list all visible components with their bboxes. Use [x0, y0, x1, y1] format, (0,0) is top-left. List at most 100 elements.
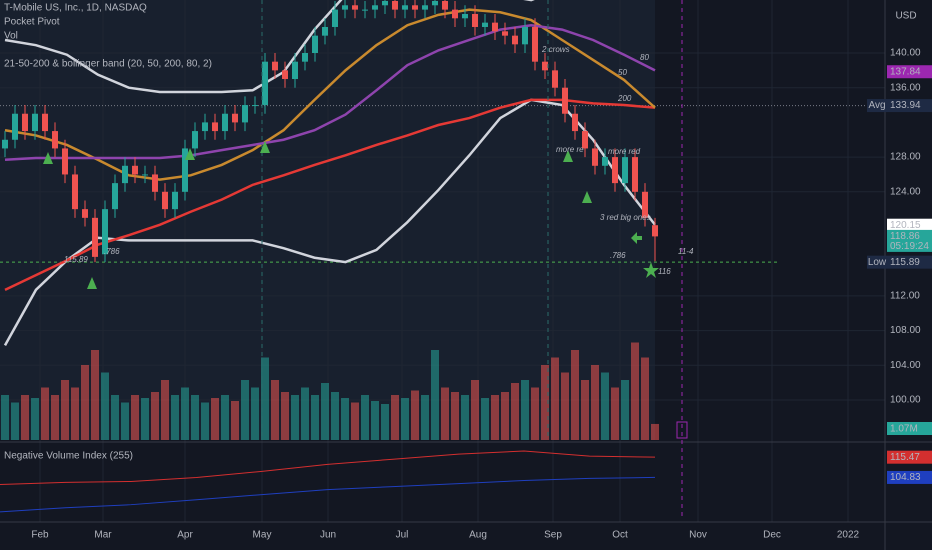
annotation: 115.89 — [64, 255, 88, 264]
candle-body — [572, 113, 578, 132]
volume-bar — [361, 395, 369, 440]
volume-bar — [351, 402, 359, 440]
volume-bar — [171, 395, 179, 440]
candle-body — [22, 113, 28, 132]
candle-body — [42, 113, 48, 132]
volume-bar — [21, 395, 29, 440]
candle-body — [52, 131, 58, 149]
volume-bar — [511, 383, 519, 440]
candle-body — [172, 191, 178, 210]
volume-bar — [431, 350, 439, 440]
annotation: more red — [608, 147, 641, 156]
volume-bar — [601, 372, 609, 440]
nvi-line — [0, 450, 656, 486]
price-badge-label: 118.86 — [890, 231, 920, 242]
price-badge — [887, 229, 932, 252]
volume-bar — [11, 402, 19, 440]
nvi-badge — [887, 470, 932, 484]
candle-body — [632, 157, 638, 192]
annotation: 50 — [618, 68, 627, 77]
y-tick-label: 100.00 — [890, 395, 921, 406]
volume-bar — [381, 404, 389, 440]
candle-body — [152, 174, 158, 192]
volume-bar — [1, 395, 9, 440]
y-tick-label: 128.00 — [890, 152, 921, 163]
candle-body — [552, 70, 558, 88]
candle-body — [92, 217, 98, 257]
x-tick-label: Mar — [94, 530, 112, 541]
price-badge-label: 133.94 — [890, 100, 921, 111]
nvi-badge-label: 115.47 — [890, 452, 920, 463]
volume-bar — [651, 423, 659, 440]
volume-bar — [151, 392, 159, 440]
candle-body — [612, 157, 618, 184]
x-tick-label: 2022 — [837, 530, 860, 541]
candle-body — [112, 183, 118, 210]
price-badge — [887, 218, 932, 232]
volume-bar — [621, 380, 629, 440]
candle-body — [342, 5, 348, 10]
volume-bar — [551, 357, 559, 440]
volume-bar — [471, 380, 479, 440]
volume-bar — [291, 395, 299, 440]
volume-bar — [541, 365, 549, 440]
volume-bar — [191, 395, 199, 440]
candle-body — [252, 105, 258, 107]
nvi-line — [0, 476, 656, 513]
candle-body — [122, 165, 128, 184]
y-tick-label: 108.00 — [890, 325, 921, 336]
volume-bar — [251, 387, 259, 440]
candle-body — [372, 5, 378, 10]
volume-bar — [321, 383, 329, 440]
candle-body — [242, 105, 248, 123]
candle-body — [192, 131, 198, 149]
volume-bar — [451, 392, 459, 440]
volume-bar — [481, 398, 489, 440]
candle-body — [562, 87, 568, 114]
y-tick-label: 124.00 — [890, 186, 921, 197]
volume-bar — [391, 395, 399, 440]
x-tick-label: Dec — [763, 530, 781, 541]
candle-body — [422, 5, 428, 10]
volume-bar — [371, 401, 379, 440]
price-badge — [887, 255, 932, 269]
volume-bar — [131, 395, 139, 440]
annotation: 116 — [658, 267, 671, 276]
candle-body — [582, 131, 588, 149]
event-marker — [676, 421, 688, 439]
candle-body — [512, 35, 518, 45]
candle-body — [182, 148, 188, 192]
candle-body — [462, 13, 468, 19]
candle-body — [222, 113, 228, 132]
y-tick-label: 136.00 — [890, 82, 921, 93]
candle-body — [532, 26, 538, 62]
candle-body — [482, 22, 488, 27]
volume-bar — [181, 387, 189, 440]
volume-bar — [61, 380, 69, 440]
volume-bar — [311, 395, 319, 440]
candle-body — [12, 113, 18, 140]
x-tick-label: Oct — [612, 530, 628, 541]
candle-body — [292, 61, 298, 80]
candle-body — [212, 122, 218, 132]
x-tick-label: Jul — [396, 530, 409, 541]
volume-bar — [301, 387, 309, 440]
volume-bar — [611, 387, 619, 440]
annotation: 3 red big ones — [600, 213, 651, 222]
candle-body — [102, 209, 108, 255]
candle-body — [272, 61, 278, 71]
candle-body — [302, 53, 308, 62]
price-tag — [867, 255, 887, 269]
volume-bar — [241, 380, 249, 440]
nvi-badge-label: 104.83 — [890, 472, 921, 483]
volume-bar — [531, 387, 539, 440]
x-tick-label: Feb — [31, 530, 49, 541]
candle-body — [132, 165, 138, 175]
annotation: 80 — [640, 53, 649, 62]
candle-body — [522, 26, 528, 45]
volume-bar — [461, 395, 469, 440]
candle-body — [232, 113, 238, 123]
volume-bar — [231, 401, 239, 440]
candle-body — [362, 9, 368, 11]
candle-body — [622, 157, 628, 184]
